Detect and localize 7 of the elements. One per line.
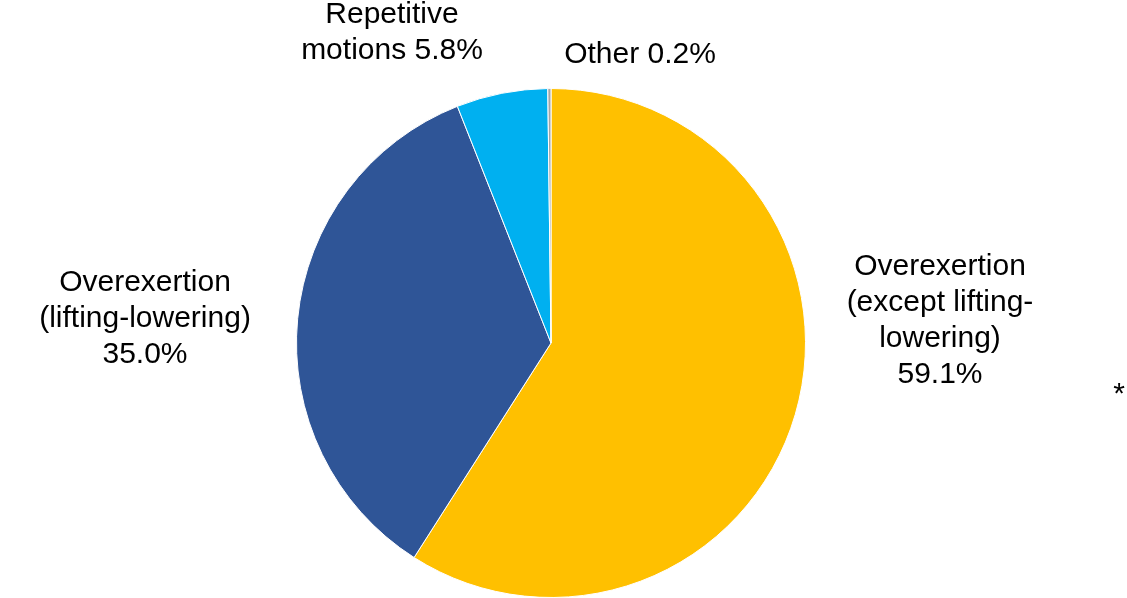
data-label: 35.0%	[102, 336, 188, 370]
text: *	[1113, 376, 1126, 410]
slice-label: Repetitive motions 5.8%	[301, 0, 483, 66]
slice-label: Overexertion (lifting-lowering)	[39, 264, 251, 334]
slice-label: Overexertion (except lifting-lowering)	[846, 248, 1034, 354]
slice-label: Other 0.2%	[564, 36, 716, 70]
data-label: 59.1%	[897, 356, 983, 390]
